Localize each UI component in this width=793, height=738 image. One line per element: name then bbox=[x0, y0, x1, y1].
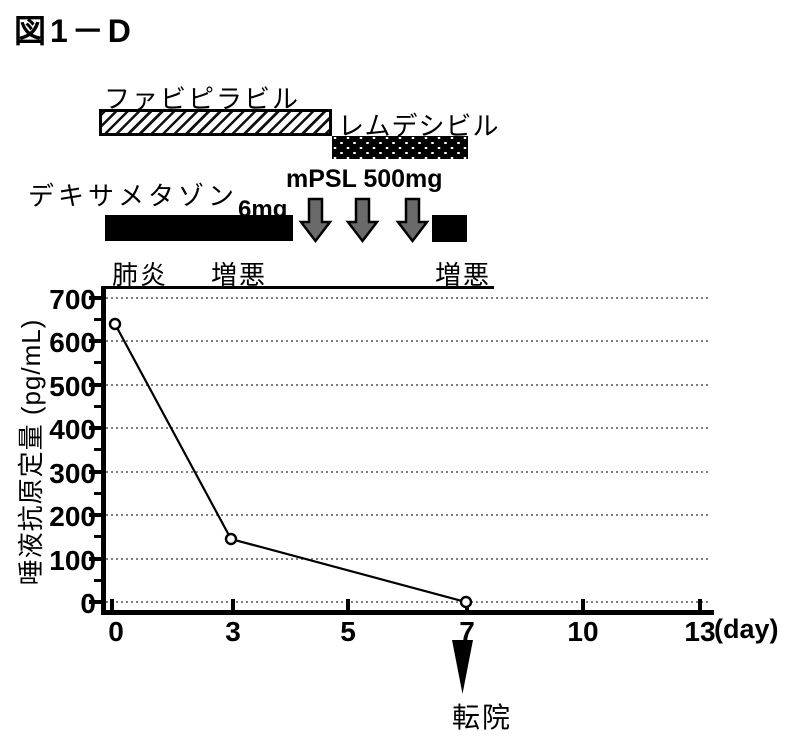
antigen-trend-line bbox=[114, 323, 467, 604]
x-tick bbox=[231, 599, 235, 610]
gridline-500 bbox=[106, 384, 711, 386]
y-tick bbox=[89, 557, 101, 561]
y-tick-label: 0 bbox=[80, 588, 96, 619]
y-axis-line bbox=[101, 286, 106, 615]
y-tick bbox=[89, 426, 101, 430]
y-tick bbox=[89, 600, 101, 604]
y-minor-tick bbox=[94, 318, 101, 321]
figure-title: 図1－D bbox=[14, 13, 135, 49]
y-minor-tick bbox=[94, 535, 101, 538]
gridline-600 bbox=[106, 340, 711, 342]
gridline-300 bbox=[106, 471, 711, 473]
x-axis-line bbox=[101, 610, 714, 615]
x-tick-label: 3 bbox=[225, 616, 241, 647]
gridline-400 bbox=[106, 427, 711, 429]
x-tick-label: 0 bbox=[108, 616, 124, 647]
favipiravir-duration-bar bbox=[99, 109, 332, 136]
x-tick-label: 10 bbox=[567, 616, 599, 647]
event-pneumonia-label: 肺炎 bbox=[112, 260, 169, 290]
y-minor-tick bbox=[94, 405, 101, 408]
event-worsening1-label: 増悪 bbox=[211, 260, 268, 290]
x-axis-unit-label: (day) bbox=[714, 614, 779, 644]
transfer-arrow-icon bbox=[452, 640, 473, 694]
mpsl-label: mPSL 500mg bbox=[286, 165, 443, 193]
data-point-day3 bbox=[224, 532, 238, 546]
remdesivir-duration-bar bbox=[332, 136, 468, 159]
y-minor-tick bbox=[94, 361, 101, 364]
y-tick bbox=[89, 339, 101, 343]
x-tick bbox=[581, 599, 585, 610]
y-axis-title: 唾液抗原定量 (pg/mL) bbox=[16, 318, 46, 586]
mpsl-dose-arrow-icon bbox=[298, 197, 333, 244]
y-tick bbox=[89, 470, 101, 474]
x-tick bbox=[346, 599, 350, 610]
x-tick-label: 5 bbox=[340, 616, 356, 647]
y-tick-label: 100 bbox=[49, 545, 96, 576]
event-worsening2-label: 増悪 bbox=[435, 260, 492, 290]
dexamethasone-resume-bar bbox=[432, 215, 467, 242]
gridline-700 bbox=[106, 297, 711, 299]
y-tick-label: 700 bbox=[49, 284, 96, 315]
y-tick-label: 400 bbox=[49, 414, 96, 445]
x-tick bbox=[698, 599, 702, 610]
dexamethasone-label: デキサメタゾン6mg bbox=[28, 176, 287, 223]
gridline-0 bbox=[106, 601, 711, 603]
y-tick-label: 500 bbox=[49, 371, 96, 402]
y-tick-label: 600 bbox=[49, 327, 96, 358]
gridline-200 bbox=[106, 514, 711, 516]
clinical-course-underline bbox=[104, 286, 494, 289]
x-tick-label: 13 bbox=[684, 616, 716, 647]
y-tick bbox=[89, 383, 101, 387]
y-minor-tick bbox=[94, 579, 101, 582]
x-tick bbox=[110, 599, 114, 610]
mpsl-dose-arrow-icon bbox=[345, 197, 380, 244]
y-minor-tick bbox=[94, 492, 101, 495]
data-point-day0 bbox=[108, 317, 122, 331]
x-tick-label: 7 bbox=[459, 616, 475, 647]
dexamethasone-name: デキサメタゾン bbox=[28, 181, 239, 211]
y-tick-label: 200 bbox=[49, 501, 96, 532]
y-tick-label: 300 bbox=[49, 458, 96, 489]
x-tick bbox=[465, 599, 469, 610]
transfer-label: 転院 bbox=[452, 702, 513, 733]
y-tick bbox=[89, 296, 101, 300]
gridline-100 bbox=[106, 558, 711, 560]
mpsl-dose-arrow-icon bbox=[395, 197, 430, 244]
y-minor-tick bbox=[94, 448, 101, 451]
y-tick bbox=[89, 513, 101, 517]
dexamethasone-duration-bar bbox=[105, 215, 293, 241]
